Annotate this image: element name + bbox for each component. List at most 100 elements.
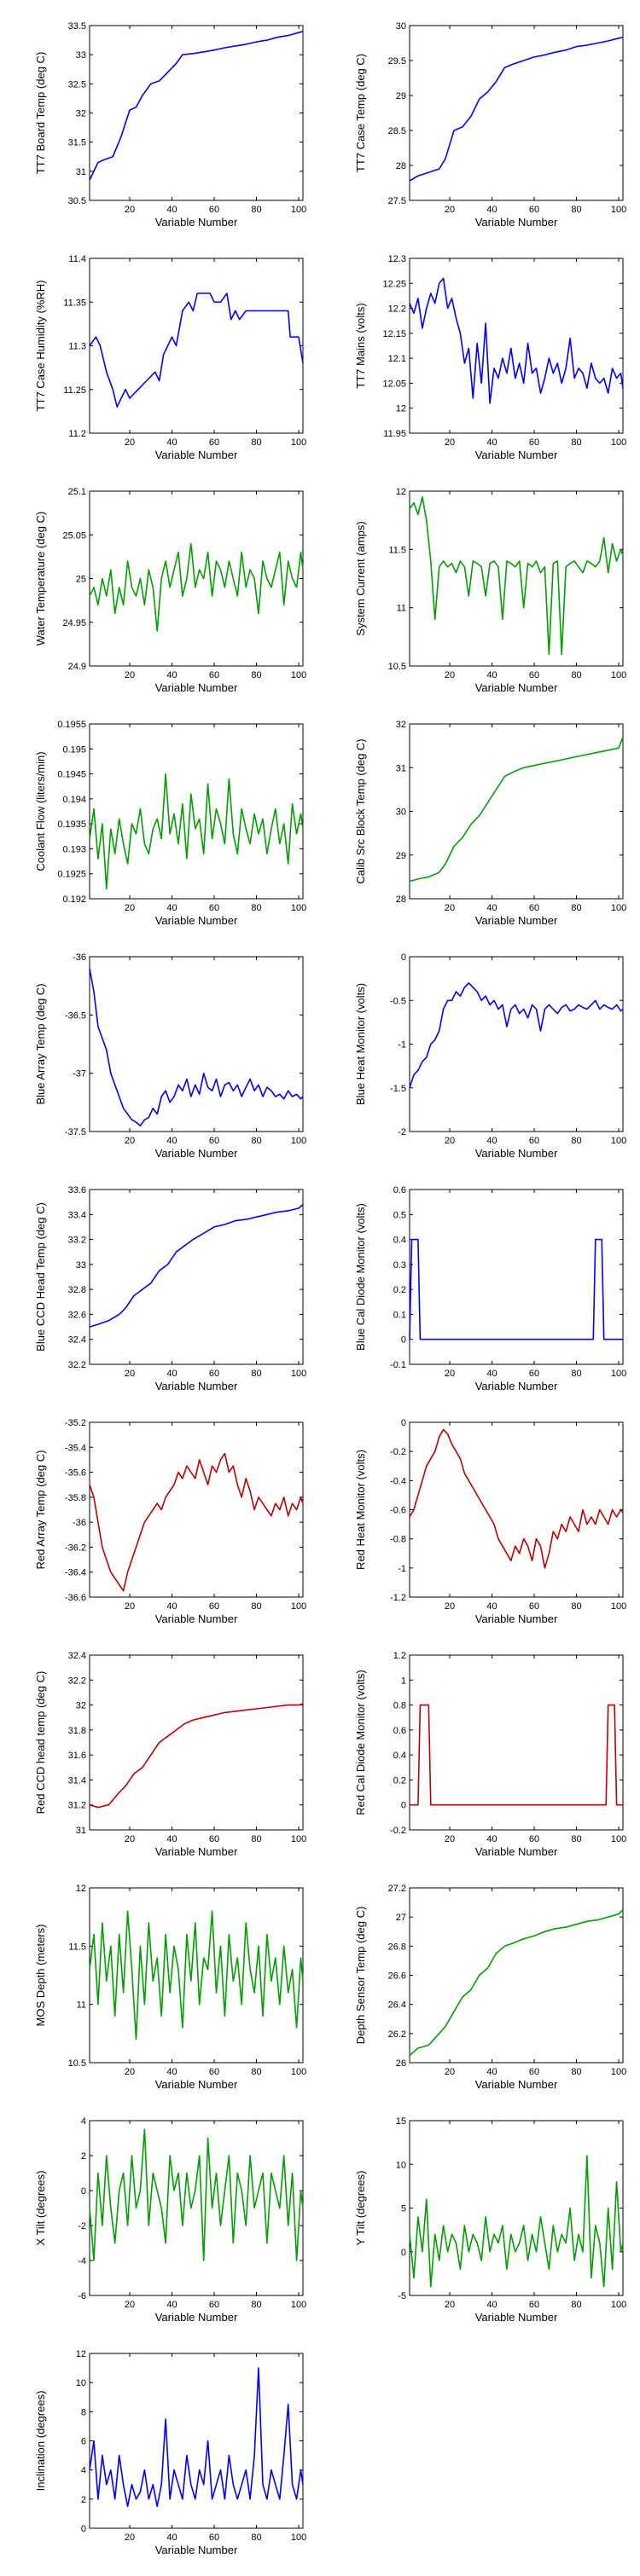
y-tick-label: 33.2 <box>68 1236 86 1246</box>
y-tick-label: 0.193 <box>62 844 86 854</box>
y-tick-label: 31 <box>396 763 406 773</box>
y-tick-label: 2 <box>81 2151 86 2162</box>
axes-box <box>89 2120 304 2296</box>
y-tick-label: 0.1945 <box>57 770 86 780</box>
y-tick-label: 0 <box>401 1418 406 1428</box>
y-tick-label: 0.8 <box>393 1701 406 1711</box>
y-tick-label: -36.5 <box>65 1010 86 1021</box>
x-tick-label: 100 <box>291 437 306 448</box>
x-tick-label: 80 <box>571 1834 581 1844</box>
x-tick-label: 60 <box>529 1369 539 1379</box>
x-tick-label: 60 <box>209 2067 219 2077</box>
chart-svg: 20 40 60 80 100 0 2 4 6 8 10 12 Variable Number Incli… <box>34 2349 306 2556</box>
axes-box <box>89 1421 304 1598</box>
chart-svg: 20 40 60 80 100 31 31.2 31.4 31.6 31.8 32 32.2 32.4 V… <box>34 1651 306 1858</box>
y-tick-label: 32.4 <box>68 1651 86 1661</box>
chart-svg: 20 40 60 80 100 -2 -1.5 -1 -0.5 0 Variable Number B… <box>354 952 626 1160</box>
chart-panel: 20 40 60 80 100 0.192 0.1925 0.193 0.1935 0.194 0.… <box>0 714 320 946</box>
y-axis-label: TT7 Board Temp (deg C) <box>34 52 47 175</box>
y-tick-label: 29.5 <box>388 56 406 67</box>
y-tick-label: 12.05 <box>382 379 406 389</box>
chart-panel: 20 40 60 80 100 -36.6 -36.4 -36.2 -36 -35.8 -35.6 -… <box>0 1412 320 1645</box>
y-tick-label: 0.195 <box>62 744 86 755</box>
y-tick-label: 24.9 <box>68 662 86 672</box>
x-tick-label: 100 <box>611 205 626 215</box>
x-tick-label: 100 <box>611 1834 626 1844</box>
y-tick-label: 32.2 <box>68 1360 86 1370</box>
x-tick-label: 60 <box>209 2300 219 2310</box>
x-tick-label: 40 <box>166 2300 177 2310</box>
y-tick-label: -1.2 <box>390 1593 406 1603</box>
chart-panel: 20 40 60 80 100 -5 0 5 10 15 Variable Number Y Tilt… <box>320 2110 640 2343</box>
series-line <box>89 2367 304 2508</box>
y-tick-label: -36.6 <box>65 1593 86 1603</box>
x-tick-label: 80 <box>251 2300 261 2310</box>
chart-svg: 20 40 60 80 100 -0.1 0 0.1 0.2 0.3 0.4 0.5 0.6 Variab… <box>354 1185 626 1392</box>
y-tick-label: 28 <box>396 894 406 905</box>
y-tick-label: 5 <box>401 2204 406 2214</box>
chart-panel: 20 40 60 80 100 26 26.2 26.4 26.6 26.8 27 27.2 Varia… <box>320 1878 640 2110</box>
y-tick-label: 12.25 <box>382 279 406 289</box>
x-tick-label: 100 <box>291 1136 306 1146</box>
axes-box <box>89 25 304 201</box>
axes-box <box>409 258 624 434</box>
x-tick-label: 60 <box>209 670 219 680</box>
y-tick-label: 0.192 <box>62 894 86 905</box>
y-tick-label: 11.3 <box>68 342 86 352</box>
series-line <box>89 542 304 632</box>
x-tick-label: 100 <box>611 903 626 913</box>
x-axis-label: Variable Number <box>155 1612 238 1625</box>
x-tick-label: 100 <box>291 1601 306 1612</box>
axes-box <box>89 723 304 900</box>
x-tick-label: 80 <box>571 205 581 215</box>
y-tick-label: 12 <box>396 404 406 414</box>
x-axis-label: Variable Number <box>475 2311 558 2324</box>
x-tick-label: 80 <box>251 437 261 448</box>
y-axis-label: Blue Cal Diode Monitor (volts) <box>354 1203 367 1351</box>
axes-box <box>89 956 304 1132</box>
x-axis-label: Variable Number <box>475 2078 558 2091</box>
y-tick-label: 10 <box>76 2378 86 2388</box>
series-line <box>89 1910 304 2041</box>
axes-box <box>409 1654 624 1831</box>
series-line <box>89 2128 304 2261</box>
series-line <box>409 2155 624 2288</box>
y-tick-label: -0.2 <box>390 1826 406 1836</box>
y-tick-label: 33.5 <box>68 21 86 32</box>
series-line <box>409 1428 624 1569</box>
x-tick-label: 80 <box>571 903 581 913</box>
y-tick-label: -36 <box>73 952 86 963</box>
y-tick-label: -1 <box>398 1040 406 1051</box>
x-tick-label: 80 <box>571 2067 581 2077</box>
x-axis-label: Variable Number <box>155 2311 238 2324</box>
y-tick-label: 4 <box>81 2466 86 2476</box>
axes-box <box>89 1654 304 1831</box>
x-tick-label: 20 <box>445 1601 455 1612</box>
y-tick-label: 26 <box>396 2058 406 2069</box>
y-tick-label: -4 <box>78 2256 86 2266</box>
x-tick-label: 20 <box>125 1369 135 1379</box>
x-axis-label: Variable Number <box>475 449 558 461</box>
x-tick-label: 80 <box>571 2300 581 2310</box>
y-tick-label: 0.1955 <box>57 720 86 730</box>
x-tick-label: 60 <box>529 205 539 215</box>
y-tick-label: 4 <box>81 2116 86 2127</box>
x-tick-label: 80 <box>571 1601 581 1612</box>
x-tick-label: 20 <box>125 1136 135 1146</box>
x-axis-label: Variable Number <box>155 449 238 461</box>
y-tick-label: 11.4 <box>68 254 86 264</box>
x-axis-label: Variable Number <box>475 1380 558 1392</box>
x-tick-label: 40 <box>486 205 497 215</box>
y-axis-label: TT7 Mains (volts) <box>354 303 367 388</box>
y-tick-label: 25 <box>76 575 86 585</box>
axes-box <box>409 490 624 667</box>
x-tick-label: 40 <box>166 903 177 913</box>
series-line <box>89 773 304 890</box>
x-tick-label: 60 <box>529 1136 539 1146</box>
y-tick-label: 0.5 <box>393 1210 406 1220</box>
y-tick-label: 33 <box>76 50 86 61</box>
series-line <box>409 1909 624 2057</box>
x-tick-label: 40 <box>166 1834 177 1844</box>
y-tick-label: 10 <box>396 2160 406 2170</box>
y-tick-label: 31.6 <box>68 1751 86 1761</box>
